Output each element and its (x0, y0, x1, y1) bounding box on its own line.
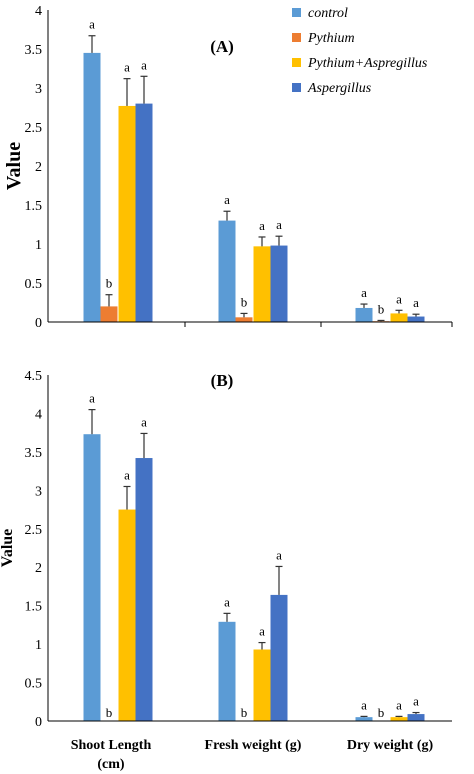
significance-letter: b (378, 301, 385, 316)
y-tick-label: 2 (35, 160, 42, 175)
significance-letter: a (413, 694, 419, 709)
bar (118, 105, 136, 322)
bar (407, 316, 425, 322)
bar (83, 434, 101, 721)
bar (135, 103, 153, 322)
significance-letter: a (276, 217, 282, 232)
y-tick-label: 3 (35, 484, 42, 499)
significance-letter: a (413, 295, 419, 310)
y-tick-label: 3 (35, 82, 42, 97)
y-tick-label: 1.5 (25, 199, 43, 214)
category-labels: Shoot Length (cm) Fresh weight (g) Dry weig… (71, 738, 434, 772)
y-tick-label: 1.5 (25, 600, 43, 615)
bar (270, 245, 288, 322)
bar (355, 717, 373, 721)
significance-letter: b (241, 294, 248, 309)
x-category-label: Shoot Length (71, 738, 152, 753)
y-tick-label: 0 (35, 715, 42, 730)
significance-letter: a (361, 285, 367, 300)
x-category-label: (cm) (97, 757, 125, 772)
bar (355, 307, 373, 322)
y-axis-title: Value (3, 142, 25, 190)
legend: control Pythium Pythium+Aspregillus Aspergi… (292, 6, 428, 96)
bar (218, 621, 236, 721)
y-tick-label: 0.5 (25, 277, 43, 292)
bar (390, 313, 408, 322)
y-tick-label: 4.5 (25, 369, 43, 384)
significance-letter: b (241, 705, 248, 720)
y-tick-label: 3.5 (25, 43, 43, 58)
y-tick-label: 4 (35, 407, 42, 422)
bar (118, 509, 136, 721)
significance-letter: a (141, 414, 147, 429)
legend-label: control (308, 6, 348, 21)
bar (253, 246, 271, 322)
y-tick-label: 4 (35, 4, 42, 19)
significance-letter: b (378, 705, 385, 720)
significance-letter: a (89, 17, 95, 32)
y-axis-title: Value (0, 529, 16, 568)
legend-swatch (292, 8, 301, 17)
legend-label: Pythium (307, 31, 355, 46)
bar (83, 52, 101, 323)
x-category-label: Dry weight (g) (347, 738, 434, 753)
significance-letter: a (124, 467, 130, 482)
significance-letter: a (259, 624, 265, 639)
significance-letter: a (259, 218, 265, 233)
significance-letter: a (89, 391, 95, 406)
significance-letter: a (141, 57, 147, 72)
legend-label: Aspergillus (307, 81, 372, 96)
legend-swatch (292, 58, 301, 67)
y-tick-label: 1 (35, 638, 42, 653)
panel-label: (B) (211, 371, 234, 390)
significance-letter: a (396, 291, 402, 306)
y-tick-label: 3.5 (25, 446, 43, 461)
y-tick-label: 2 (35, 561, 42, 576)
legend-swatch (292, 83, 301, 92)
bar (100, 306, 118, 322)
significance-letter: a (361, 697, 367, 712)
bar (270, 594, 288, 721)
x-category-label: Fresh weight (g) (205, 738, 302, 753)
y-tick-label: 0 (35, 316, 42, 331)
bar (135, 458, 153, 721)
panel-label: (A) (210, 37, 234, 56)
significance-letter: b (106, 705, 113, 720)
significance-letter: a (396, 697, 402, 712)
bar (235, 317, 253, 322)
bar (218, 220, 236, 322)
y-tick-label: 2.5 (25, 523, 43, 538)
bar (253, 649, 271, 721)
y-tick-label: 2.5 (25, 121, 43, 136)
bar (390, 717, 408, 721)
significance-letter: b (106, 276, 113, 291)
bar (407, 714, 425, 721)
legend-swatch (292, 33, 301, 42)
significance-letter: a (224, 192, 230, 207)
significance-letter: a (124, 60, 130, 75)
significance-letter: a (276, 547, 282, 562)
legend-label: Pythium+Aspregillus (307, 56, 428, 71)
significance-letter: a (224, 594, 230, 609)
y-tick-label: 0.5 (25, 677, 43, 692)
y-tick-label: 1 (35, 238, 42, 253)
